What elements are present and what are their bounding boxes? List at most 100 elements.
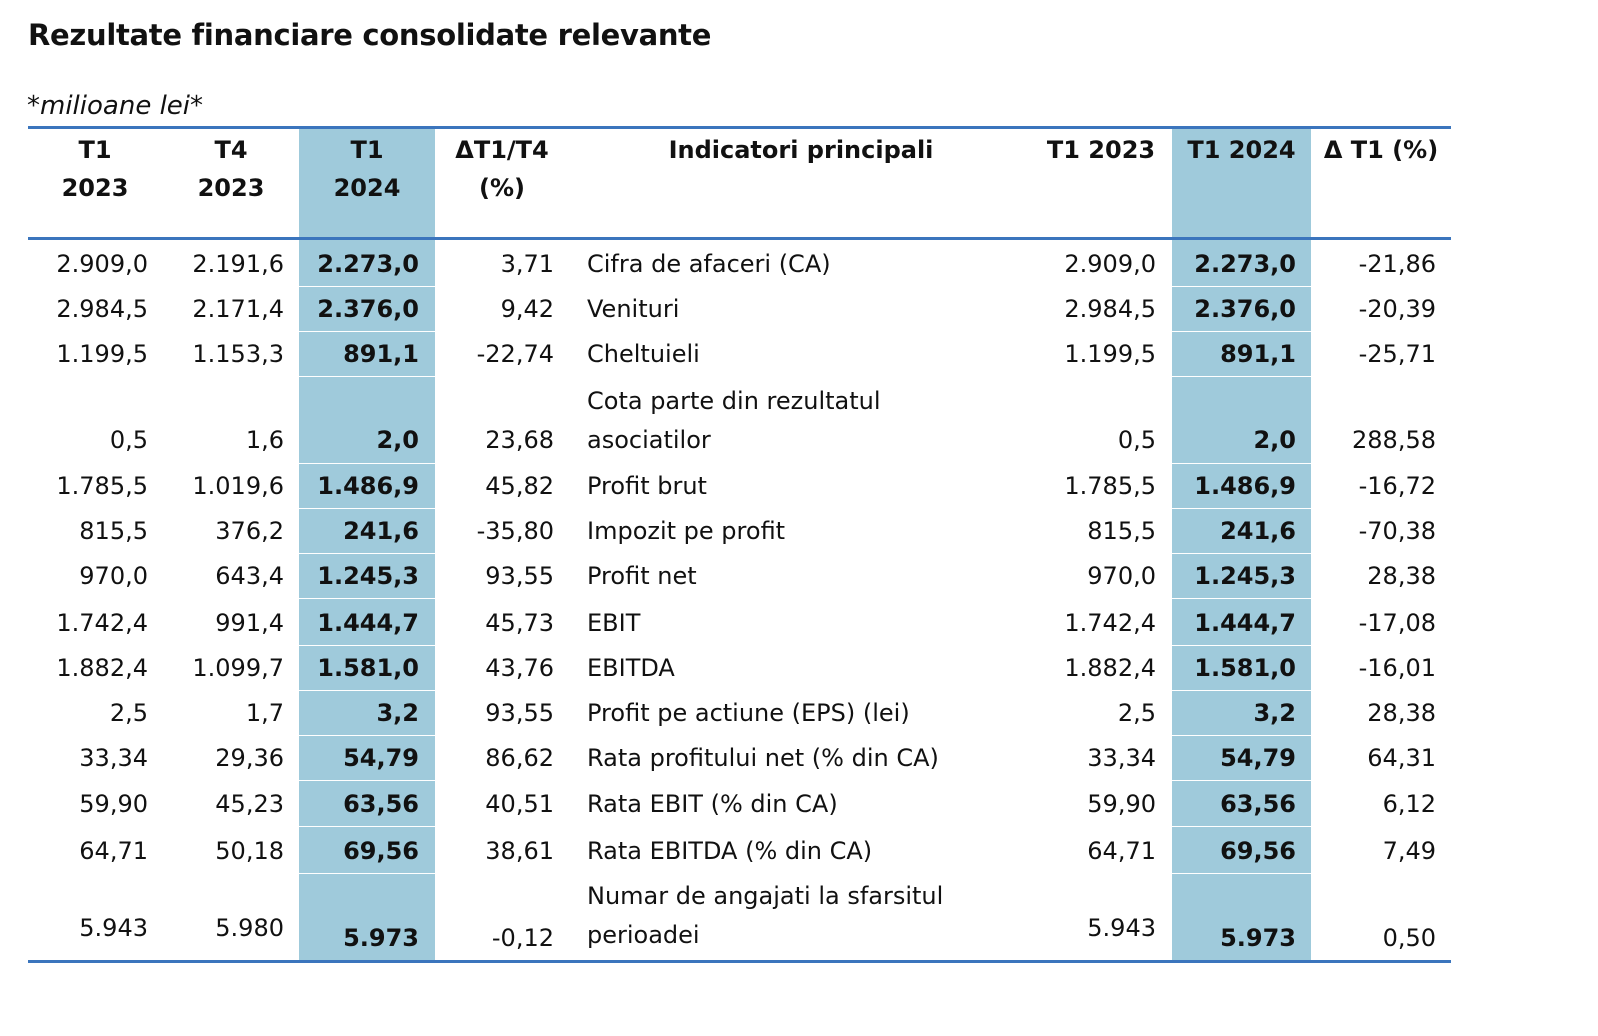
cell-c4: 45,82 [485, 472, 554, 500]
cell-c3: 2.376,0 [317, 295, 419, 323]
row-separator [299, 463, 435, 464]
cell-c4: 3,71 [500, 250, 554, 278]
cell-c4: -0,12 [491, 924, 554, 952]
cell-c2: 2.191,6 [192, 250, 284, 278]
row-separator [1172, 598, 1311, 599]
header-col6: T1 2023 [1046, 136, 1156, 164]
highlight-column-t1-2024-right [1172, 128, 1311, 960]
cell-c6: 33,34 [1087, 744, 1156, 772]
row-separator [1172, 286, 1311, 287]
cell-c1: 33,34 [79, 744, 148, 772]
cell-c7: 1.581,0 [1194, 654, 1296, 682]
cell-c3: 1.581,0 [317, 654, 419, 682]
row-separator [1172, 376, 1311, 377]
row-separator [1172, 873, 1311, 874]
cell-c3: 1.245,3 [317, 562, 419, 590]
row-separator [299, 690, 435, 691]
cell-c6: 2.984,5 [1064, 295, 1156, 323]
indicator-name: Rata profitului net (% din CA) [587, 744, 939, 772]
cell-c2: 1.099,7 [192, 654, 284, 682]
cell-c8: 6,12 [1382, 790, 1436, 818]
row-separator [1172, 331, 1311, 332]
cell-c7: 241,6 [1220, 517, 1296, 545]
cell-c8: 288,58 [1352, 426, 1436, 454]
cell-c4: 40,51 [485, 790, 554, 818]
row-separator [1172, 735, 1311, 736]
header-col3-line2: 2024 [333, 174, 401, 202]
header-col2-line1: T4 [214, 136, 248, 164]
indicator-name: Numar de angajati la sfarsitul [587, 882, 944, 910]
unit-note: *milioane lei* [27, 91, 204, 121]
cell-c6: 970,0 [1087, 562, 1156, 590]
cell-c7: 2.376,0 [1194, 295, 1296, 323]
row-separator [299, 331, 435, 332]
row-separator [1172, 780, 1311, 781]
cell-c2: 2.171,4 [192, 295, 284, 323]
cell-c3: 5.973 [343, 924, 419, 952]
header-col4-line2: (%) [479, 174, 525, 202]
cell-c4: 23,68 [485, 426, 554, 454]
cell-c6: 1.785,5 [1064, 472, 1156, 500]
cell-c1: 2.909,0 [56, 250, 148, 278]
row-separator [1172, 645, 1311, 646]
header-col4-line1: ΔT1/T4 [455, 136, 549, 164]
row-separator [299, 826, 435, 827]
header-col1-line1: T1 [78, 136, 112, 164]
indicator-name: Cota parte din rezultatul [587, 387, 881, 415]
indicator-name: Cifra de afaceri (CA) [587, 250, 831, 278]
cell-c8: 0,50 [1382, 924, 1436, 952]
row-separator [1172, 826, 1311, 827]
cell-c1: 0,5 [109, 426, 148, 454]
cell-c4: 43,76 [485, 654, 554, 682]
cell-c3: 54,79 [343, 744, 419, 772]
cell-c8: -17,08 [1358, 609, 1436, 637]
cell-c6: 1.882,4 [1064, 654, 1156, 682]
cell-c2: 991,4 [215, 609, 284, 637]
cell-c4: 9,42 [500, 295, 554, 323]
indicator-name: Profit net [587, 562, 697, 590]
cell-c8: -21,86 [1358, 250, 1436, 278]
cell-c1: 5.943 [79, 914, 148, 942]
cell-c8: -16,72 [1358, 472, 1436, 500]
indicator-name: Rata EBITDA (% din CA) [587, 837, 873, 865]
cell-c7: 1.245,3 [1194, 562, 1296, 590]
cell-c6: 64,71 [1087, 837, 1156, 865]
row-separator [1172, 463, 1311, 464]
cell-c1: 2,5 [109, 699, 148, 727]
row-separator [1172, 690, 1311, 691]
cell-c4: -22,74 [476, 340, 554, 368]
cell-c1: 1.882,4 [56, 654, 148, 682]
cell-c3: 63,56 [343, 790, 419, 818]
cell-c3: 1.486,9 [317, 472, 419, 500]
cell-c4: 38,61 [485, 837, 554, 865]
cell-c7: 891,1 [1220, 340, 1296, 368]
row-separator [1172, 508, 1311, 509]
cell-c2: 29,36 [215, 744, 284, 772]
cell-c8: -25,71 [1358, 340, 1436, 368]
cell-c1: 1.742,4 [56, 609, 148, 637]
cell-c8: -16,01 [1358, 654, 1436, 682]
cell-c7: 54,79 [1220, 744, 1296, 772]
row-separator [299, 553, 435, 554]
cell-c7: 2.273,0 [1194, 250, 1296, 278]
cell-c6: 2.909,0 [1064, 250, 1156, 278]
header-col1-line2: 2023 [61, 174, 129, 202]
row-separator [299, 376, 435, 377]
cell-c6: 815,5 [1087, 517, 1156, 545]
cell-c7: 63,56 [1220, 790, 1296, 818]
cell-c3: 891,1 [343, 340, 419, 368]
cell-c8: 28,38 [1367, 562, 1436, 590]
cell-c1: 1.785,5 [56, 472, 148, 500]
cell-c1: 64,71 [79, 837, 148, 865]
cell-c3: 2,0 [376, 426, 419, 454]
cell-c8: -20,39 [1358, 295, 1436, 323]
cell-c2: 1,6 [245, 426, 284, 454]
cell-c8: 7,49 [1382, 837, 1436, 865]
cell-c7: 3,2 [1253, 699, 1296, 727]
cell-c3: 3,2 [376, 699, 419, 727]
indicator-name: perioadei [587, 921, 700, 949]
cell-c6: 1.742,4 [1064, 609, 1156, 637]
table-bottom-rule [28, 960, 1451, 963]
cell-c4: 93,55 [485, 699, 554, 727]
highlight-column-t1-2024-left [299, 128, 435, 960]
